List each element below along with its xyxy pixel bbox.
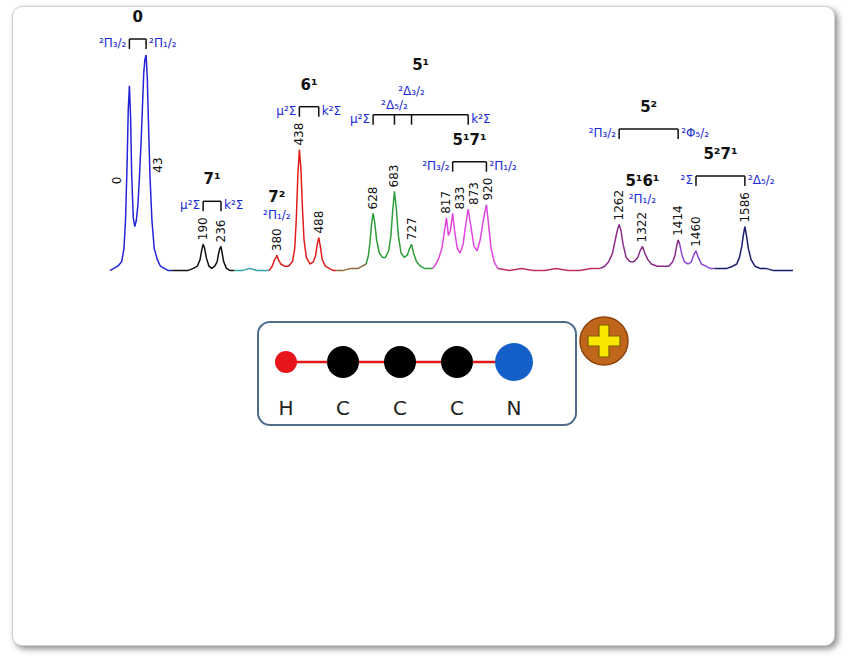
svg-text:²Π₁/₂: ²Π₁/₂ [489, 159, 517, 173]
svg-text:C: C [450, 396, 464, 420]
svg-text:²Π₃/₂: ²Π₃/₂ [99, 36, 127, 50]
svg-text:1460: 1460 [689, 216, 703, 247]
svg-text:438: 438 [292, 123, 306, 146]
svg-text:k²Σ: k²Σ [224, 198, 243, 212]
svg-text:²Δ₃/₂: ²Δ₃/₂ [398, 84, 425, 98]
svg-text:1322: 1322 [635, 212, 649, 243]
svg-text:²Π₃/₂: ²Π₃/₂ [422, 159, 450, 173]
svg-text:7²: 7² [268, 188, 285, 206]
svg-text:190: 190 [196, 217, 210, 240]
svg-text:C: C [336, 396, 350, 420]
svg-text:C: C [393, 396, 407, 420]
svg-text:²Π₃/₂: ²Π₃/₂ [589, 126, 617, 140]
svg-text:N: N [507, 396, 522, 420]
svg-text:²Π₁/₂: ²Π₁/₂ [629, 192, 657, 206]
svg-text:920: 920 [481, 178, 495, 201]
svg-text:²Π₁/₂: ²Π₁/₂ [149, 36, 177, 50]
svg-text:0: 0 [110, 177, 124, 185]
svg-text:43: 43 [151, 157, 165, 172]
svg-text:683: 683 [387, 164, 401, 187]
svg-text:236: 236 [214, 219, 228, 242]
svg-text:H: H [278, 396, 293, 420]
svg-text:1586: 1586 [738, 192, 752, 223]
svg-text:380: 380 [270, 228, 284, 251]
svg-text:1262: 1262 [612, 190, 626, 221]
svg-text:²Π₁/₂: ²Π₁/₂ [263, 208, 291, 222]
svg-text:873: 873 [467, 182, 481, 205]
svg-text:817: 817 [439, 191, 453, 214]
svg-text:k²Σ: k²Σ [322, 104, 341, 118]
svg-text:727: 727 [405, 217, 419, 240]
svg-text:5¹7¹: 5¹7¹ [453, 131, 487, 149]
svg-text:μ²Σ: μ²Σ [350, 112, 370, 126]
svg-text:k²Σ: k²Σ [471, 112, 490, 126]
svg-text:²Σ: ²Σ [681, 173, 693, 187]
svg-text:5¹: 5¹ [412, 56, 429, 74]
svg-text:628: 628 [366, 186, 380, 209]
svg-text:0: 0 [133, 8, 143, 26]
svg-text:5²7¹: 5²7¹ [703, 145, 737, 163]
svg-text:²Δ₅/₂: ²Δ₅/₂ [748, 173, 775, 187]
svg-text:488: 488 [312, 211, 326, 234]
svg-text:7¹: 7¹ [204, 170, 221, 188]
svg-text:6¹: 6¹ [301, 76, 318, 94]
svg-text:μ²Σ: μ²Σ [276, 104, 296, 118]
svg-text:833: 833 [453, 186, 467, 209]
svg-text:5²: 5² [640, 98, 657, 116]
svg-text:1414: 1414 [671, 205, 685, 236]
svg-text:²Φ₅/₂: ²Φ₅/₂ [681, 126, 709, 140]
svg-text:5¹6¹: 5¹6¹ [625, 172, 659, 190]
svg-text:μ²Σ: μ²Σ [180, 198, 200, 212]
svg-text:²Δ₅/₂: ²Δ₅/₂ [381, 98, 408, 112]
